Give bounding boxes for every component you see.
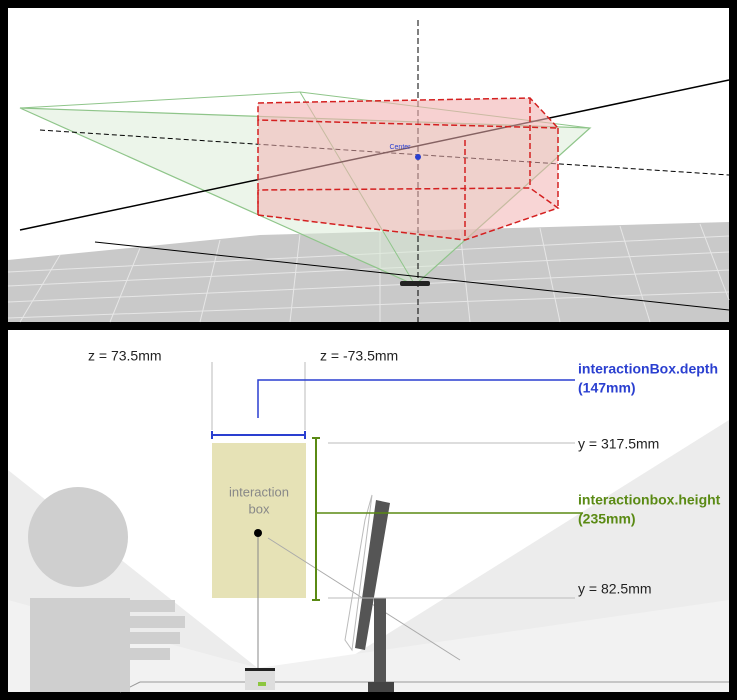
y-label: y = 317.5mm: [578, 436, 659, 452]
height-bracket: [312, 437, 320, 601]
depth-label: interactionBox.depth: [578, 361, 718, 377]
sensor-fov: [8, 600, 729, 692]
top-view: Center: [7, 8, 730, 323]
sensor-light: [258, 682, 266, 686]
z-label: z = -73.5mm: [320, 348, 398, 364]
height-label: interactionbox.height: [578, 492, 721, 508]
fov-edge: [19, 91, 301, 109]
depth-value: (147mm): [578, 380, 636, 396]
side-view: interaction box z = 73.5mm z = -73.5mm i…: [8, 330, 729, 693]
depth-bracket: [211, 431, 306, 439]
depth-leader: [257, 379, 575, 418]
floor-line: [94, 241, 730, 311]
floor: [8, 222, 729, 322]
user-head: [28, 487, 128, 587]
box-label: box: [249, 501, 270, 516]
y-label: y = 82.5mm: [578, 581, 652, 597]
floor-grid: [7, 223, 730, 323]
z-label: z = 73.5mm: [88, 348, 162, 364]
sensor-top: [245, 668, 275, 671]
monitor: [355, 500, 390, 650]
interaction-box-3d: [257, 97, 560, 241]
center-point: [254, 529, 262, 537]
center-point: [415, 154, 421, 160]
user-body: [30, 598, 185, 692]
monitor-stand: [374, 598, 386, 684]
monitor-base: [368, 682, 394, 692]
box-label: interaction: [229, 484, 289, 499]
sensor: [245, 668, 275, 690]
center-label: Center: [389, 144, 411, 151]
interaction-box: [212, 443, 306, 598]
height-value: (235mm): [578, 511, 636, 527]
sensor: [400, 281, 430, 286]
